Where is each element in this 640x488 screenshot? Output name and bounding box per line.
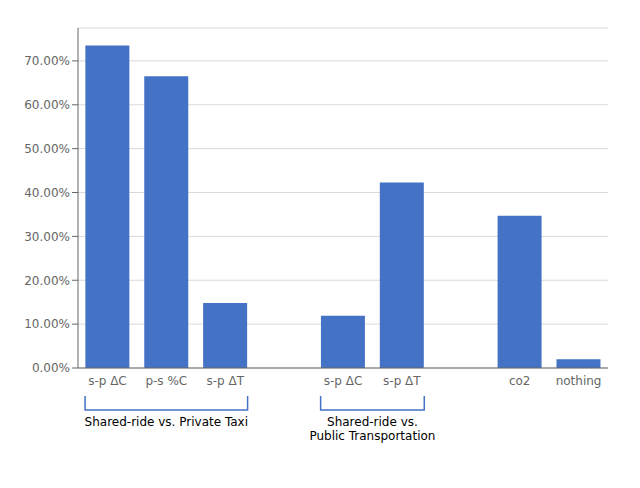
svg-text:70.00%: 70.00% (24, 54, 70, 68)
svg-text:s-p ΔT: s-p ΔT (206, 374, 244, 388)
svg-text:30.00%: 30.00% (24, 230, 70, 244)
svg-text:nothing: nothing (556, 374, 602, 388)
svg-text:co2: co2 (509, 374, 531, 388)
svg-text:s-p ΔC: s-p ΔC (324, 374, 363, 388)
svg-text:p-s %C: p-s %C (145, 374, 187, 388)
svg-text:20.00%: 20.00% (24, 274, 70, 288)
svg-text:50.00%: 50.00% (24, 142, 70, 156)
svg-text:10.00%: 10.00% (24, 317, 70, 331)
svg-text:s-p ΔC: s-p ΔC (88, 374, 127, 388)
svg-text:Shared-ride vs. Private Taxi: Shared-ride vs. Private Taxi (85, 415, 248, 429)
svg-text:0.00%: 0.00% (32, 361, 70, 375)
svg-text:Shared-ride vs.Public Transpor: Shared-ride vs.Public Transportation (309, 415, 435, 443)
svg-text:60.00%: 60.00% (24, 98, 70, 112)
svg-text:40.00%: 40.00% (24, 186, 70, 200)
svg-text:s-p ΔT: s-p ΔT (383, 374, 421, 388)
